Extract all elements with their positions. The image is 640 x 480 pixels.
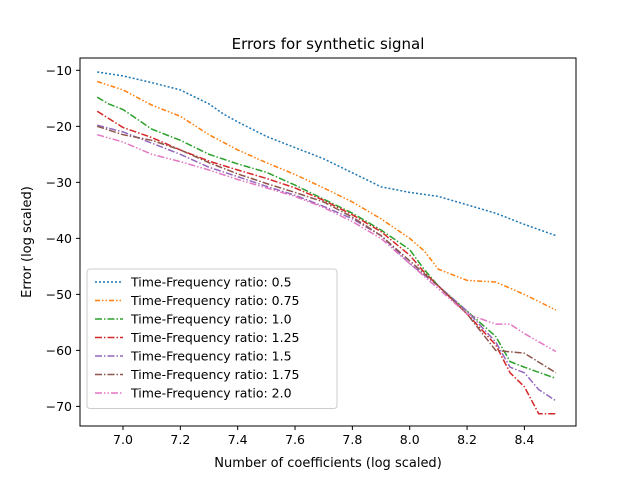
legend-label-7: Time-Frequency ratio: 2.0 bbox=[130, 386, 292, 401]
x-tick-label: 7.4 bbox=[228, 432, 248, 447]
y-tick-label: −20 bbox=[46, 119, 72, 134]
legend-label-1: Time-Frequency ratio: 0.5 bbox=[130, 275, 292, 290]
series-layer bbox=[96, 71, 557, 415]
series-line-3 bbox=[96, 96, 557, 380]
x-tick-label: 8.2 bbox=[457, 432, 477, 447]
x-tick-label: 7.2 bbox=[170, 432, 190, 447]
y-tick-label: −30 bbox=[46, 175, 72, 190]
y-tick-label: −40 bbox=[46, 231, 72, 246]
legend-box bbox=[86, 268, 338, 409]
y-tick-label: −50 bbox=[46, 287, 72, 302]
series-line-6 bbox=[96, 125, 557, 374]
x-tick-label: 7.8 bbox=[342, 432, 362, 447]
x-axis-label: Number of coefficients (log scaled) bbox=[214, 456, 442, 471]
x-tick-label: 8.4 bbox=[514, 432, 534, 447]
x-axis: 7.0 7.2 7.4 7.6 7.8 8.0 8.2 8.4 bbox=[113, 426, 534, 447]
plot-frame bbox=[79, 57, 577, 427]
series-line-1 bbox=[97, 71, 557, 237]
legend: Time-Frequency ratio: 0.5 Time-Frequency … bbox=[86, 268, 338, 409]
x-tick-label: 7.0 bbox=[113, 432, 133, 447]
series-line-2 bbox=[96, 80, 557, 311]
series-line-5 bbox=[97, 124, 557, 402]
legend-label-5: Time-Frequency ratio: 1.5 bbox=[130, 349, 292, 364]
y-tick-label: −60 bbox=[46, 343, 72, 358]
legend-label-6: Time-Frequency ratio: 1.75 bbox=[130, 367, 300, 382]
y-tick-label: −10 bbox=[46, 63, 72, 78]
y-tick-label: −70 bbox=[46, 399, 72, 414]
legend-label-2: Time-Frequency ratio: 0.75 bbox=[130, 293, 300, 308]
legend-label-3: Time-Frequency ratio: 1.0 bbox=[130, 312, 292, 327]
chart-title: Errors for synthetic signal bbox=[232, 35, 425, 53]
y-axis-label: Error (log scaled) bbox=[20, 186, 35, 298]
x-tick-label: 8.0 bbox=[400, 432, 420, 447]
x-tick-label: 7.6 bbox=[285, 432, 305, 447]
y-axis: −10 −20 −30 −40 −50 −60 −70 bbox=[46, 63, 80, 414]
series-line-7 bbox=[96, 133, 557, 353]
legend-label-4: Time-Frequency ratio: 1.25 bbox=[130, 330, 300, 345]
